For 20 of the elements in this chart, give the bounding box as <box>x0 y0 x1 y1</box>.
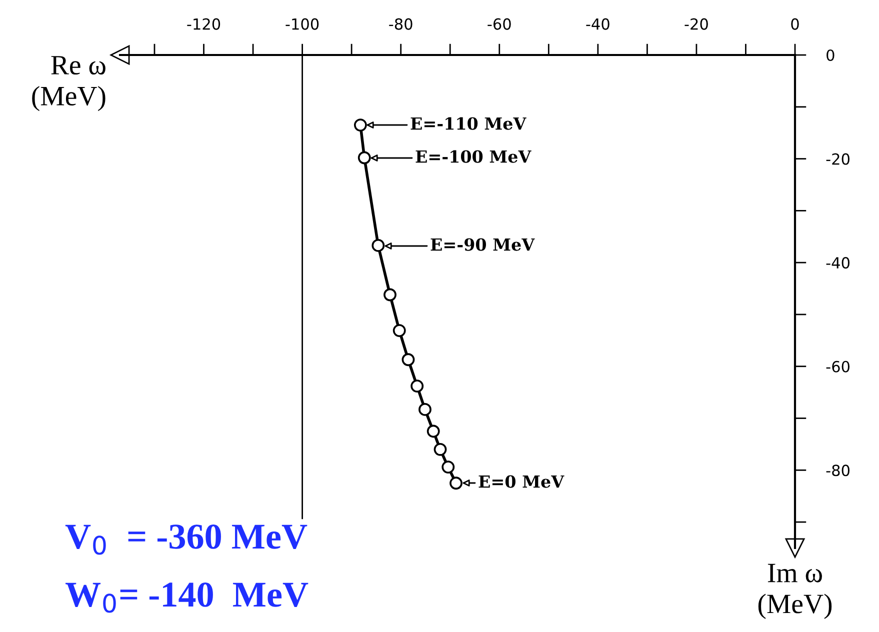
x-tick-label: 0 <box>791 18 799 30</box>
x-tick-label: -20 <box>684 18 708 30</box>
y-tick-label: -80 <box>826 464 850 476</box>
annotation: E=-110 MeV <box>410 117 526 130</box>
x-tick-label: -120 <box>187 18 220 30</box>
x-axis-title: Re ω (MeV) <box>32 56 106 112</box>
x-tick-label: -60 <box>488 18 511 30</box>
x-tick-label: -40 <box>586 18 610 30</box>
y-axis-title: Im ω (MeV) <box>758 564 832 619</box>
x-tick-label: -100 <box>286 18 319 30</box>
y-tick-label: 0 <box>826 49 834 62</box>
annotation: E=0 MeV <box>478 475 564 488</box>
y-tick-label: -60 <box>826 360 850 372</box>
x-tick-label: -80 <box>389 18 412 30</box>
y-tick-label: -40 <box>826 257 850 269</box>
text: W$_{0}$= -140 MeV <box>66 582 308 613</box>
annotation: E=-90 MeV <box>430 238 535 251</box>
annotation: E=-100 MeV <box>416 150 532 163</box>
annotation: V$_{0}$ = -360 MeV <box>65 524 308 555</box>
y-tick-label: -20 <box>826 153 850 165</box>
